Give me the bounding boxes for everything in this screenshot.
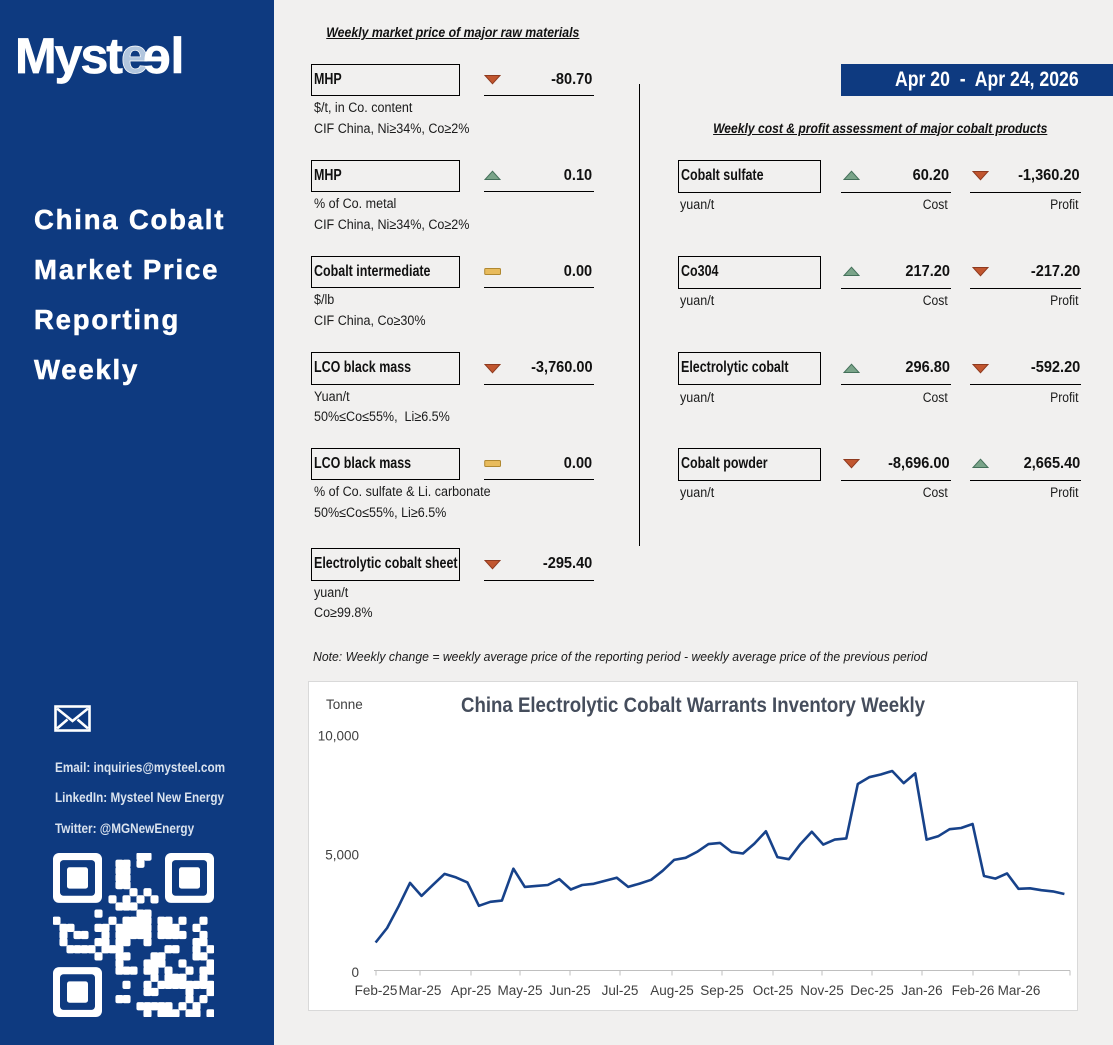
svg-text:May-25: May-25 <box>497 983 542 998</box>
svg-text:Jan-26: Jan-26 <box>901 983 942 998</box>
svg-text:Jul-25: Jul-25 <box>602 983 639 998</box>
svg-text:China Electrolytic Cobalt Warr: China Electrolytic Cobalt Warrants Inven… <box>461 693 925 717</box>
svg-text:Jun-25: Jun-25 <box>549 983 590 998</box>
svg-text:Tonne: Tonne <box>326 697 363 712</box>
svg-text:Sep-25: Sep-25 <box>700 983 744 998</box>
svg-text:Mar-26: Mar-26 <box>998 983 1041 998</box>
svg-text:10,000: 10,000 <box>318 729 359 744</box>
svg-text:0: 0 <box>351 965 359 980</box>
svg-text:Aug-25: Aug-25 <box>650 983 694 998</box>
svg-text:Apr-25: Apr-25 <box>451 983 492 998</box>
svg-text:Nov-25: Nov-25 <box>800 983 844 998</box>
svg-text:Feb-26: Feb-26 <box>952 983 995 998</box>
svg-text:5,000: 5,000 <box>325 848 359 863</box>
svg-text:Oct-25: Oct-25 <box>753 983 794 998</box>
svg-text:Feb-25: Feb-25 <box>355 983 398 998</box>
svg-text:Dec-25: Dec-25 <box>850 983 894 998</box>
svg-text:Mar-25: Mar-25 <box>399 983 442 998</box>
